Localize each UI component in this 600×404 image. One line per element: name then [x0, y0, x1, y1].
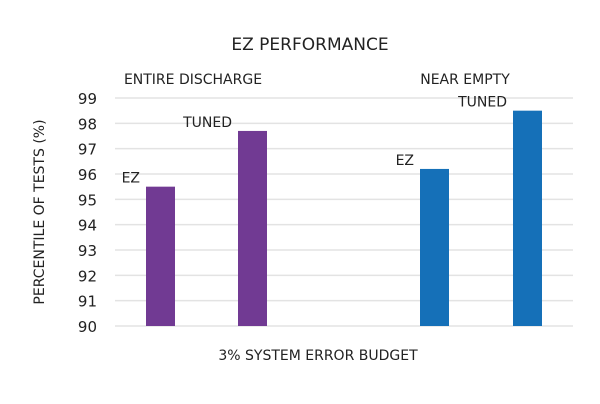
- y-tick-label: 97: [78, 141, 97, 159]
- bar-label: EZ: [396, 153, 414, 169]
- y-axis-label: PERCENTILE OF TESTS (%): [32, 119, 48, 304]
- bar: [420, 168, 449, 326]
- bar: [513, 110, 542, 327]
- group-label: ENTIRE DISCHARGE: [124, 72, 262, 88]
- bar-label: EZ: [122, 171, 140, 187]
- y-tick-label: 94: [78, 217, 97, 235]
- bar: [238, 130, 267, 326]
- y-tick-label: 96: [78, 166, 97, 184]
- chart-title: EZ PERFORMANCE: [231, 35, 388, 55]
- y-tick-label: 99: [78, 90, 97, 108]
- bar-label: TUNED: [182, 115, 232, 131]
- y-tick-label: 91: [78, 293, 97, 311]
- bar-label: TUNED: [457, 95, 507, 111]
- y-tick-label: 95: [78, 191, 97, 209]
- x-axis-label: 3% SYSTEM ERROR BUDGET: [218, 348, 418, 364]
- y-tick-label: 92: [78, 267, 97, 285]
- group-label: NEAR EMPTY: [420, 72, 510, 88]
- y-tick-label: 90: [78, 318, 97, 336]
- bar: [146, 186, 175, 326]
- y-tick-label: 98: [78, 115, 97, 133]
- y-tick-label: 93: [78, 242, 97, 260]
